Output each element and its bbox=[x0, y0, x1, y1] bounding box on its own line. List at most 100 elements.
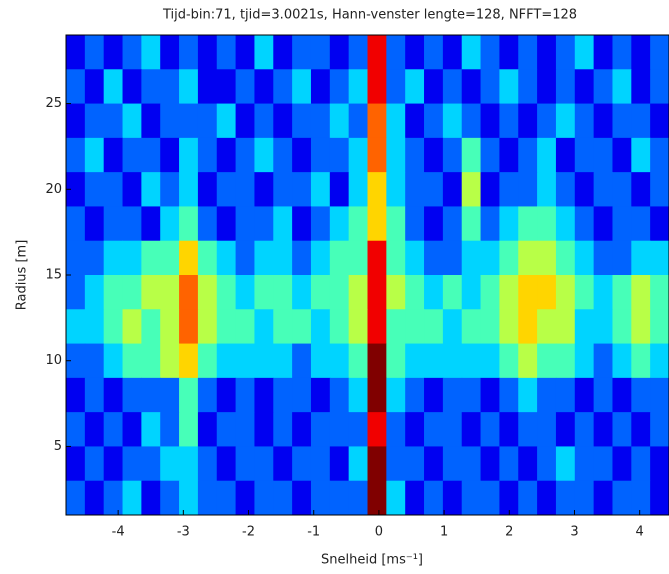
heatmap-cell bbox=[273, 309, 293, 345]
heatmap-cell bbox=[122, 446, 142, 482]
heatmap-cell bbox=[179, 480, 199, 516]
heatmap-cell bbox=[216, 377, 237, 413]
heatmap-cell bbox=[424, 446, 444, 482]
heatmap-cell bbox=[424, 35, 444, 70]
heatmap-cell bbox=[405, 240, 425, 276]
heatmap-cell bbox=[273, 343, 293, 379]
heatmap-cell bbox=[329, 309, 350, 345]
heatmap-cell bbox=[141, 343, 161, 379]
heatmap-cell bbox=[537, 35, 557, 70]
heatmap-cell bbox=[66, 172, 86, 207]
heatmap-cell bbox=[292, 377, 312, 413]
heatmap-cell bbox=[216, 309, 237, 345]
heatmap-cell bbox=[612, 377, 632, 413]
heatmap-cell bbox=[424, 377, 444, 413]
heatmap-cell bbox=[141, 309, 161, 345]
heatmap-cell bbox=[179, 137, 199, 173]
heatmap-cell bbox=[197, 343, 218, 379]
heatmap-cell bbox=[348, 35, 368, 70]
heatmap-cell bbox=[310, 240, 331, 276]
heatmap-cell bbox=[555, 377, 576, 413]
heatmap-cell bbox=[66, 69, 86, 105]
heatmap-cell bbox=[367, 480, 387, 516]
heatmap-cell bbox=[461, 240, 482, 276]
heatmap-cell bbox=[555, 172, 576, 207]
heatmap-cell bbox=[367, 206, 387, 242]
heatmap-cell bbox=[179, 412, 199, 447]
heatmap-cell bbox=[254, 103, 274, 139]
heatmap-cell bbox=[537, 172, 557, 207]
heatmap-cell bbox=[405, 69, 425, 105]
heatmap-cell bbox=[329, 480, 350, 516]
heatmap-cell bbox=[537, 69, 557, 105]
heatmap-cell bbox=[197, 480, 218, 516]
heatmap-cell bbox=[141, 446, 161, 482]
heatmap-cell bbox=[122, 69, 142, 105]
heatmap-cell bbox=[122, 480, 142, 516]
heatmap-cell bbox=[216, 480, 237, 516]
heatmap-cell bbox=[103, 480, 124, 516]
heatmap-cell bbox=[593, 35, 613, 70]
heatmap-cell bbox=[631, 240, 651, 276]
heatmap-cell bbox=[292, 446, 312, 482]
heatmap-cell bbox=[537, 377, 557, 413]
heatmap-cell bbox=[141, 275, 161, 310]
heatmap-cell bbox=[405, 35, 425, 70]
heatmap-cell bbox=[141, 137, 161, 173]
heatmap-cell bbox=[329, 69, 350, 105]
heatmap-cell bbox=[197, 137, 218, 173]
heatmap-cell bbox=[461, 377, 482, 413]
heatmap-cell bbox=[292, 412, 312, 447]
heatmap-cell bbox=[179, 35, 199, 70]
y-tick-label: 5 bbox=[54, 439, 62, 454]
heatmap-cell bbox=[329, 35, 350, 70]
heatmap-cell bbox=[160, 446, 180, 482]
heatmap-cell bbox=[103, 309, 124, 345]
heatmap-cell bbox=[292, 69, 312, 105]
heatmap-cell bbox=[292, 275, 312, 310]
heatmap-cell bbox=[348, 275, 368, 310]
heatmap-cell bbox=[84, 206, 105, 242]
heatmap-cell bbox=[386, 309, 406, 345]
heatmap-cell bbox=[386, 412, 406, 447]
heatmap-cell bbox=[197, 377, 218, 413]
y-tick-label: 15 bbox=[45, 268, 62, 283]
heatmap-cell bbox=[84, 343, 105, 379]
heatmap-cell bbox=[555, 206, 576, 242]
heatmap-cell bbox=[122, 309, 142, 345]
heatmap-cell bbox=[84, 275, 105, 310]
heatmap-cell bbox=[537, 275, 557, 310]
heatmap-cell bbox=[141, 35, 161, 70]
heatmap-cell bbox=[179, 446, 199, 482]
heatmap-cell bbox=[348, 377, 368, 413]
x-tick-label: -1 bbox=[307, 525, 320, 540]
heatmap-cell bbox=[405, 206, 425, 242]
heatmap-cell bbox=[122, 137, 142, 173]
heatmap-cell bbox=[518, 172, 538, 207]
heatmap-cell bbox=[367, 412, 387, 447]
heatmap-cell bbox=[348, 240, 368, 276]
heatmap-cell bbox=[235, 35, 255, 70]
heatmap-cell bbox=[179, 103, 199, 139]
heatmap-cell bbox=[480, 343, 500, 379]
heatmap-cell bbox=[631, 172, 651, 207]
heatmap-cell bbox=[442, 103, 463, 139]
heatmap-cell bbox=[424, 275, 444, 310]
heatmap-cell bbox=[292, 480, 312, 516]
heatmap-cell bbox=[254, 309, 274, 345]
heatmap-cell bbox=[480, 206, 500, 242]
heatmap-cell bbox=[593, 275, 613, 310]
heatmap-cell bbox=[442, 275, 463, 310]
heatmap-cell bbox=[84, 446, 105, 482]
heatmap-cell bbox=[499, 172, 519, 207]
heatmap-cell bbox=[499, 206, 519, 242]
heatmap-cell bbox=[555, 240, 576, 276]
heatmap-cell bbox=[480, 137, 500, 173]
heatmap-cell bbox=[518, 137, 538, 173]
heatmap-cell bbox=[254, 343, 274, 379]
heatmap-cell bbox=[424, 240, 444, 276]
heatmap-cell bbox=[292, 343, 312, 379]
heatmap-cell bbox=[122, 275, 142, 310]
heatmap-cell bbox=[537, 480, 557, 516]
heatmap-cell bbox=[461, 137, 482, 173]
